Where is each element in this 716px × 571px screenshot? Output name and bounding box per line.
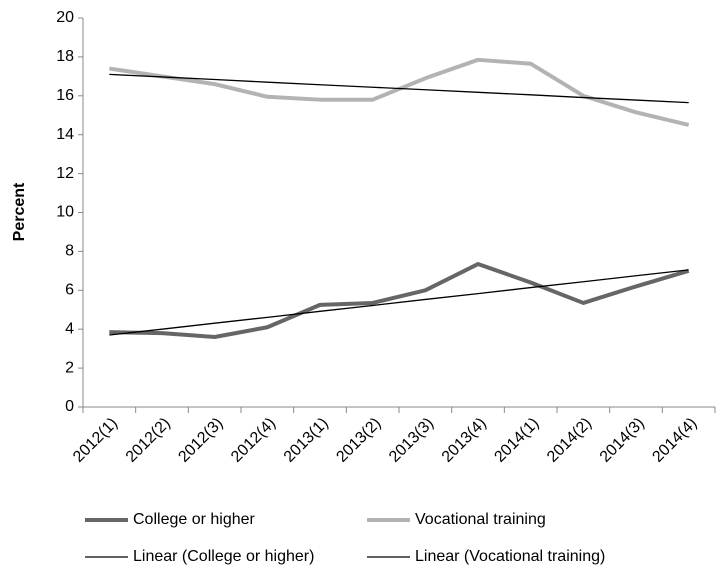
legend-label: Linear (College or higher)	[133, 548, 314, 565]
y-tick-label: 10	[56, 204, 74, 221]
y-tick-label: 20	[56, 9, 74, 26]
y-tick-label: 12	[56, 165, 74, 182]
x-tick-label: 2012(1)	[70, 415, 121, 466]
x-tick-label: 2014(2)	[544, 415, 595, 466]
legend-label: College or higher	[133, 511, 256, 528]
x-tick-label: 2013(2)	[333, 415, 384, 466]
y-axis-label: Percent	[11, 182, 28, 241]
x-tick-label: 2013(3)	[386, 415, 437, 466]
y-tick-label: 18	[56, 48, 74, 65]
series-line	[109, 57, 690, 127]
y-tick-label: 4	[65, 320, 74, 337]
y-tick-label: 0	[65, 398, 74, 415]
x-tick-label: 2012(4)	[228, 415, 279, 466]
series-line	[109, 73, 689, 104]
x-tick-label: 2013(4)	[439, 415, 490, 466]
x-tick-label: 2014(3)	[597, 415, 648, 466]
legend-label: Linear (Vocational training)	[415, 548, 605, 565]
y-tick-label: 8	[65, 243, 74, 260]
y-tick-label: 6	[65, 282, 74, 299]
y-tick-label: 14	[56, 126, 74, 143]
y-tick-label: 2	[65, 359, 74, 376]
x-tick-label: 2012(2)	[123, 415, 174, 466]
x-tick-label: 2013(1)	[281, 415, 332, 466]
legend-label: Vocational training	[415, 511, 546, 528]
x-tick-label: 2012(3)	[175, 415, 226, 466]
y-tick-label: 16	[56, 87, 74, 104]
x-tick-label: 2014(4)	[649, 415, 700, 466]
series-line	[109, 269, 689, 336]
x-tick-label: 2014(1)	[491, 415, 542, 466]
series-line	[109, 262, 690, 339]
